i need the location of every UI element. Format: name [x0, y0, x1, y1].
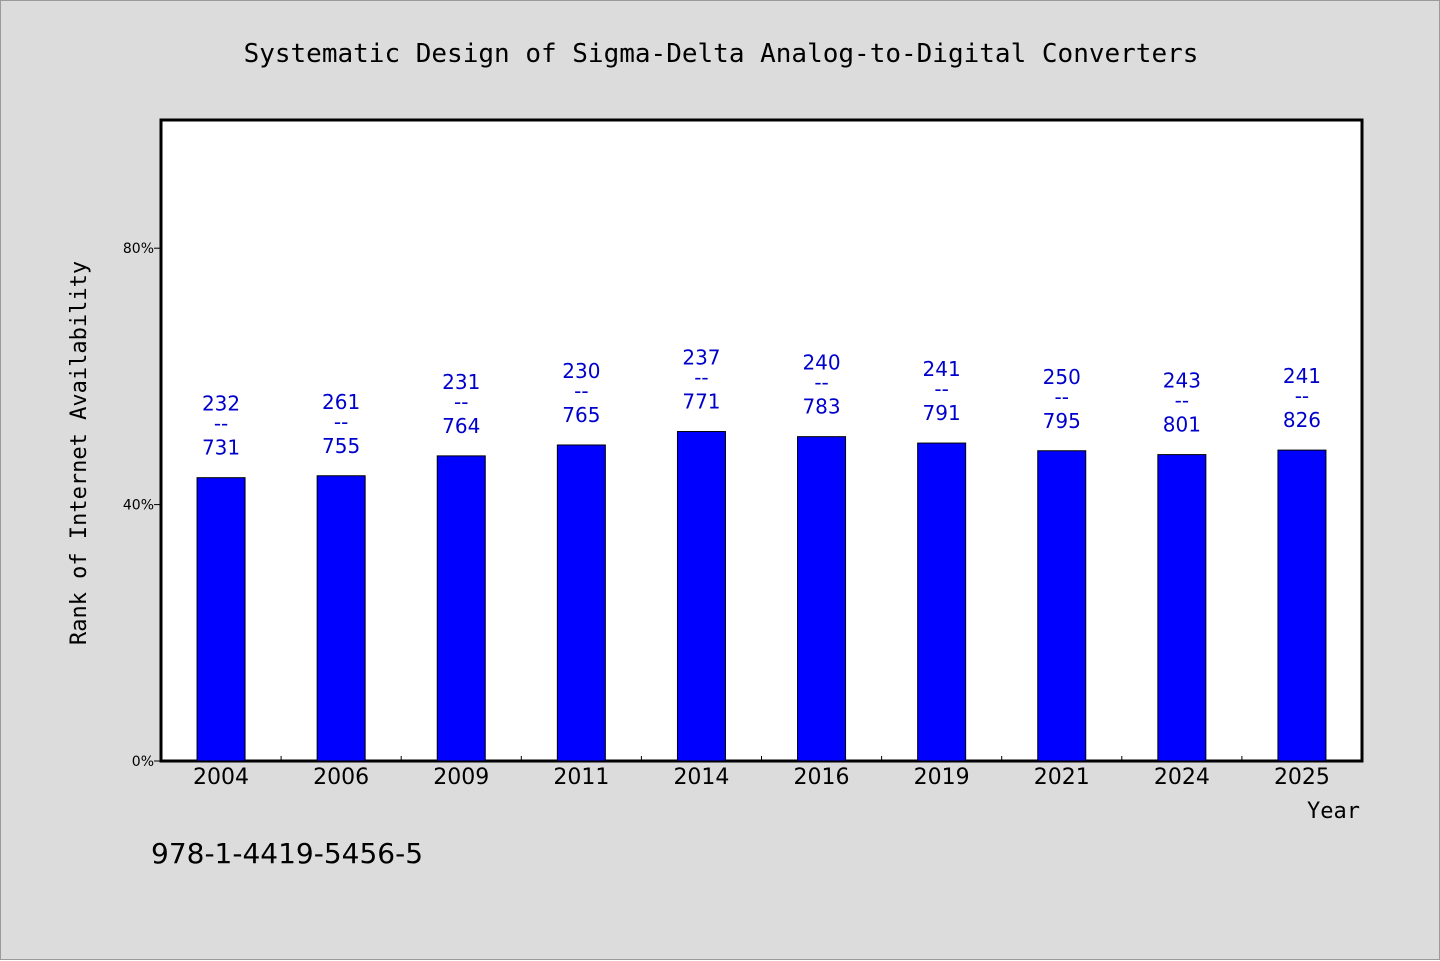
data-label-numerator: 240 [802, 351, 840, 375]
isbn-footer: 978-1-4419-5456-5 [151, 837, 423, 870]
data-label-separator: -- [814, 371, 828, 395]
y-tick-label: 40% [123, 498, 154, 514]
x-tick-label: 2021 [1034, 765, 1090, 790]
data-label-numerator: 237 [682, 346, 720, 370]
data-label-separator: -- [1055, 385, 1069, 409]
x-tick-label: 2004 [193, 765, 249, 790]
data-label-2006: 261--755 [322, 390, 360, 458]
x-axis-title: Year [1307, 799, 1360, 824]
x-tick-label: 2011 [553, 765, 609, 790]
x-axis: 2004 2006 2009 2011 2014 2016 2019 2021 2024 2025 [193, 756, 1330, 790]
data-label-denominator: 795 [1043, 409, 1081, 433]
chart-title: Systematic Design of Sigma-Delta Analog-… [244, 39, 1199, 69]
x-tick-label: 2009 [433, 765, 489, 790]
bar-2006 [316, 475, 366, 762]
data-label-separator: -- [454, 390, 468, 414]
data-label-numerator: 241 [923, 357, 961, 381]
y-tick-label: 0% [132, 754, 154, 770]
data-label-2021: 250--795 [1043, 365, 1081, 433]
data-labels-group: 232--731261--755231--764230--765237--771… [202, 346, 1321, 460]
data-label-denominator: 791 [923, 401, 961, 425]
data-label-separator: -- [1295, 384, 1309, 408]
data-label-separator: -- [334, 410, 348, 434]
data-label-2009: 231--764 [442, 370, 480, 438]
bars-group [196, 431, 1327, 762]
data-label-numerator: 250 [1043, 365, 1081, 389]
data-label-2011: 230--765 [562, 359, 600, 427]
data-label-denominator: 783 [802, 395, 840, 419]
data-label-denominator: 731 [202, 436, 240, 460]
bar-2024 [1157, 454, 1207, 762]
bar-2019 [917, 442, 967, 762]
data-label-separator: -- [934, 377, 948, 401]
data-label-2016: 240--783 [802, 351, 840, 419]
y-tick-label: 80% [123, 241, 154, 257]
bar-2004 [196, 477, 246, 762]
data-label-numerator: 230 [562, 359, 600, 383]
bar-2009 [436, 455, 486, 762]
bar-2025 [1277, 449, 1327, 762]
data-label-2024: 243--801 [1163, 369, 1201, 437]
bar-2011 [556, 444, 606, 762]
data-label-2004: 232--731 [202, 392, 240, 460]
data-label-denominator: 826 [1283, 408, 1321, 432]
data-label-separator: -- [694, 366, 708, 390]
data-label-numerator: 243 [1163, 369, 1201, 393]
data-label-2019: 241--791 [923, 357, 961, 425]
x-tick-label: 2019 [914, 765, 970, 790]
bar-2016 [797, 436, 847, 762]
data-label-numerator: 231 [442, 370, 480, 394]
data-label-separator: -- [214, 412, 228, 436]
data-label-denominator: 771 [682, 390, 720, 414]
data-label-2025: 241--826 [1283, 364, 1321, 432]
data-label-denominator: 801 [1163, 413, 1201, 437]
x-tick-label: 2006 [313, 765, 369, 790]
data-label-separator: -- [1175, 389, 1189, 413]
data-label-denominator: 764 [442, 414, 480, 438]
data-label-separator: -- [574, 379, 588, 403]
y-axis-title: Rank of Internet Availability [67, 261, 92, 645]
data-label-numerator: 232 [202, 392, 240, 416]
x-tick-label: 2016 [794, 765, 850, 790]
data-label-denominator: 765 [562, 403, 600, 427]
data-label-numerator: 241 [1283, 364, 1321, 388]
x-tick-label: 2024 [1154, 765, 1210, 790]
bar-2014 [676, 431, 726, 762]
bar-2021 [1037, 450, 1087, 762]
x-tick-label: 2025 [1274, 765, 1330, 790]
data-label-2014: 237--771 [682, 346, 720, 414]
data-label-denominator: 755 [322, 434, 360, 458]
data-label-numerator: 261 [322, 390, 360, 414]
x-tick-label: 2014 [673, 765, 729, 790]
y-axis: 0% 40% 80% [123, 241, 161, 770]
